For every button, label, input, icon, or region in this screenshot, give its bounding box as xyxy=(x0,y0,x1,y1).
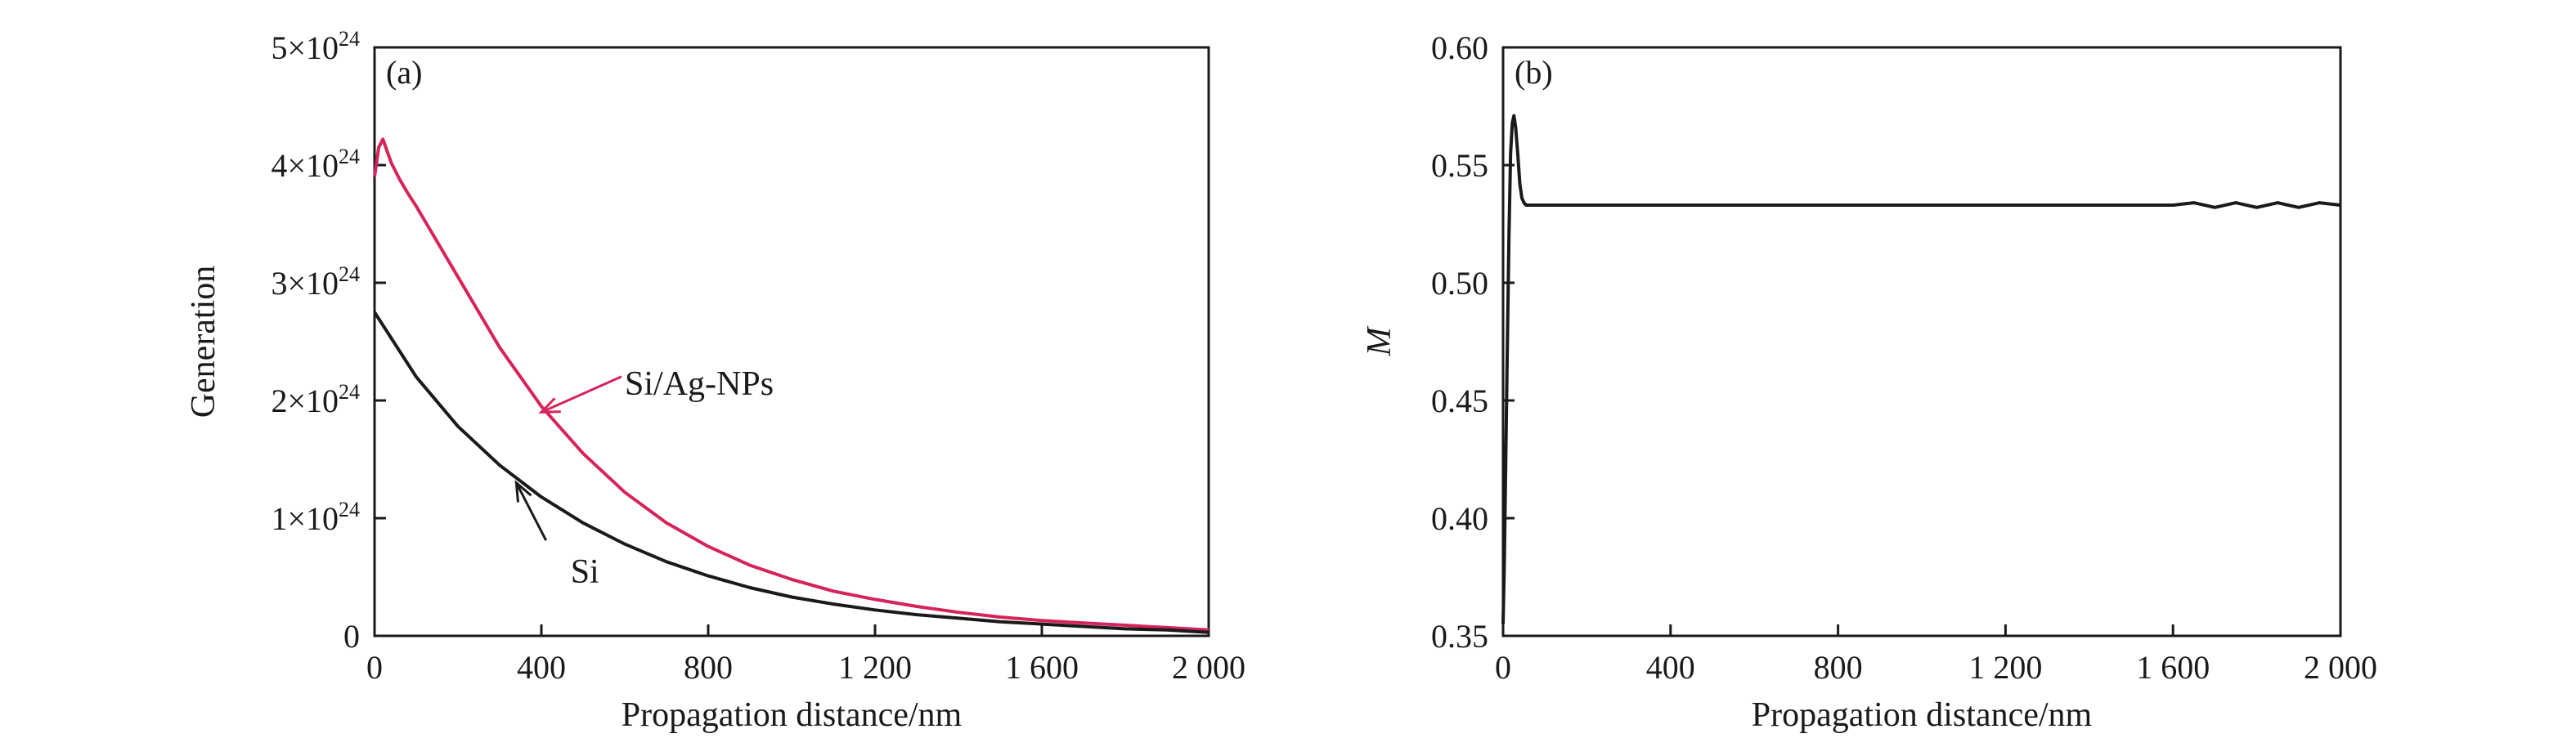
y-tick-label: 3×1024 xyxy=(271,262,360,302)
annotation-label: Si xyxy=(571,553,599,591)
y-tick-label-base: 1×10 xyxy=(271,500,339,537)
x-tick-label: 800 xyxy=(684,649,733,686)
panel-b: 0 400 800 1 200 1 600 2 000 0.35 0.40 0.45 0.50 0.… xyxy=(1361,29,2377,734)
y-tick-label: 0.60 xyxy=(1431,29,1488,66)
y-tick-label-base: 3×10 xyxy=(271,265,339,302)
x-tick-label: 2 000 xyxy=(1172,649,1245,686)
x-tick-label: 800 xyxy=(1814,649,1863,686)
x-tick-label: 2 000 xyxy=(2304,649,2377,686)
annotation-arrowhead xyxy=(514,480,532,503)
plot-frame xyxy=(373,46,1210,637)
x-tick-label: 1 600 xyxy=(2136,649,2210,686)
annotation-label: Si/Ag-NPs xyxy=(625,365,774,403)
y-tick-label: 5×1024 xyxy=(271,27,360,66)
annotation-arrowhead xyxy=(538,397,561,414)
x-axis-title: Propagation distance/nm xyxy=(622,696,963,734)
annotation-arrow xyxy=(515,482,548,541)
y-tick-label-base: 5×10 xyxy=(271,29,339,66)
series-line-si xyxy=(373,311,1209,634)
x-tick-label: 0 xyxy=(366,649,383,686)
y-axis-title: Generation xyxy=(185,266,222,418)
y-tick-label-base: 0 xyxy=(343,618,360,655)
y-tick-label: 1×1024 xyxy=(271,498,360,537)
y-axis-title: M xyxy=(1361,326,1398,357)
y-tick-label: 0.50 xyxy=(1431,265,1488,302)
y-tick-label: 0.35 xyxy=(1431,618,1488,655)
y-tick-label-base: 4×10 xyxy=(271,147,339,184)
x-tick-label: 1 600 xyxy=(1005,649,1079,686)
y-tick-label-exponent: 24 xyxy=(339,498,360,521)
y-tick-label: 2×1024 xyxy=(271,380,360,419)
x-tick-label: 1 200 xyxy=(1968,649,2042,686)
x-tick-label: 1 200 xyxy=(838,649,912,686)
plot-frame xyxy=(1501,46,2342,637)
x-tick-label: 400 xyxy=(1646,649,1695,686)
annotation-arrow xyxy=(541,375,622,414)
x-axis-title: Propagation distance/nm xyxy=(1752,696,2093,734)
panel-label: (b) xyxy=(1515,54,1553,91)
y-tick-label: 0.40 xyxy=(1431,500,1488,537)
y-tick-label-base: 2×10 xyxy=(271,382,339,419)
x-tick-label: 400 xyxy=(517,649,566,686)
y-tick-label: 0 xyxy=(343,618,360,655)
y-tick-label: 4×1024 xyxy=(271,145,360,184)
panel-label: (a) xyxy=(386,54,422,91)
y-tick-label-exponent: 24 xyxy=(339,380,360,404)
y-tick-label-exponent: 24 xyxy=(339,145,360,168)
panel-a: 0 400 800 1 200 1 600 2 00001×10242×10243×102… xyxy=(185,27,1245,734)
series-line-m-curve xyxy=(1501,114,2341,624)
x-tick-label: 0 xyxy=(1495,649,1511,686)
series-line-si-ag-nps xyxy=(373,137,1209,632)
y-tick-label: 0.55 xyxy=(1431,147,1488,184)
y-tick-label-exponent: 24 xyxy=(339,27,360,51)
y-tick-label-exponent: 24 xyxy=(339,262,360,286)
y-tick-label: 0.45 xyxy=(1431,382,1488,419)
